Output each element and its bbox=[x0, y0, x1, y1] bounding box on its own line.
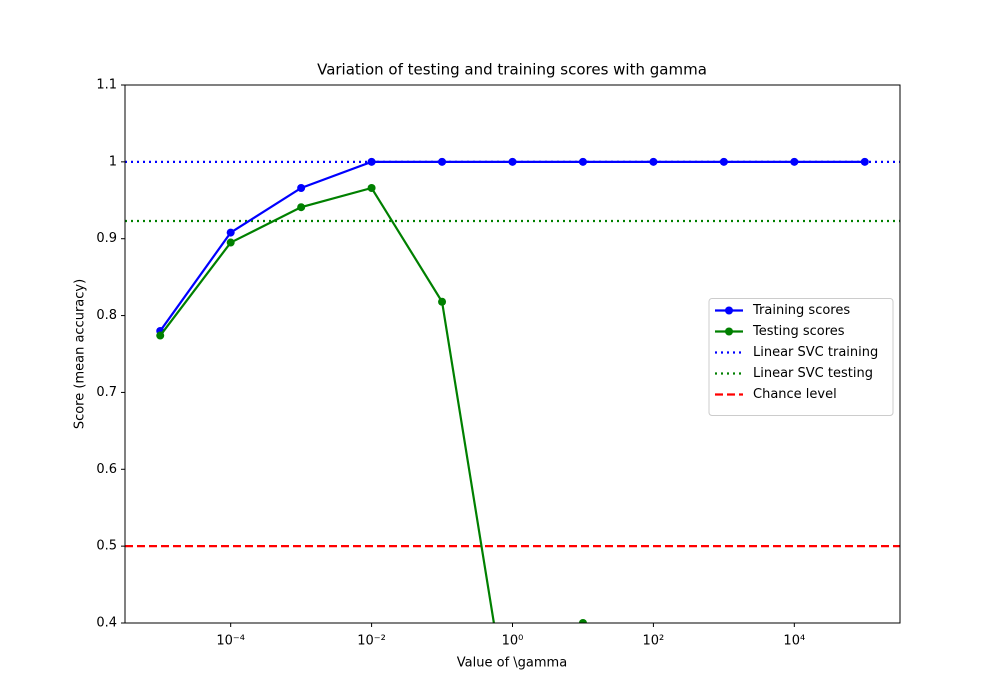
x-tick-label: 10⁻⁴ bbox=[216, 634, 245, 649]
x-tick-label: 10⁰ bbox=[502, 634, 524, 649]
point-marker bbox=[367, 157, 376, 166]
point-marker bbox=[297, 183, 306, 192]
series-line bbox=[159, 186, 585, 623]
x-tick-label: 10⁻² bbox=[357, 634, 386, 649]
y-tick-label: 1.1 bbox=[96, 78, 117, 93]
point-marker bbox=[860, 157, 869, 166]
x-tick-label: 10² bbox=[643, 634, 665, 649]
y-axis-label: Score (mean accuracy) bbox=[73, 279, 88, 429]
legend-marker bbox=[725, 327, 733, 336]
y-tick-label: 0.4 bbox=[96, 616, 117, 631]
point-marker bbox=[790, 157, 799, 166]
point-marker bbox=[720, 670, 728, 678]
point-marker bbox=[649, 670, 657, 678]
y-tick-label: 0.9 bbox=[96, 231, 117, 246]
point-marker bbox=[861, 670, 869, 678]
point-marker bbox=[297, 203, 306, 212]
point-marker bbox=[578, 619, 587, 623]
point-marker bbox=[438, 297, 447, 306]
y-tick-label: 0.5 bbox=[96, 539, 117, 554]
legend-label: Linear SVC training bbox=[753, 345, 878, 360]
point-marker bbox=[226, 228, 235, 237]
point-marker bbox=[578, 157, 587, 166]
legend-label: Linear SVC testing bbox=[753, 366, 873, 381]
x-tick-label: 10⁴ bbox=[783, 634, 805, 649]
y-tick-label: 0.7 bbox=[96, 385, 117, 400]
point-marker bbox=[226, 238, 235, 247]
legend-label: Testing scores bbox=[752, 324, 845, 339]
point-marker bbox=[156, 331, 165, 340]
legend-label: Training scores bbox=[752, 303, 850, 318]
y-tick-label: 1 bbox=[109, 154, 117, 169]
y-tick-label: 0.6 bbox=[96, 462, 117, 477]
x-axis-label: Value of \gamma bbox=[457, 656, 567, 671]
legend-marker bbox=[725, 306, 733, 315]
point-marker bbox=[790, 670, 798, 678]
point-marker bbox=[508, 157, 517, 166]
point-marker bbox=[719, 157, 728, 166]
legend-box bbox=[708, 298, 894, 416]
y-tick-label: 0.8 bbox=[96, 308, 117, 323]
point-marker bbox=[649, 157, 658, 166]
point-marker bbox=[438, 157, 447, 166]
point-marker bbox=[367, 183, 376, 192]
legend-label: Chance level bbox=[753, 387, 837, 402]
chart-title: Variation of testing and training scores… bbox=[317, 61, 707, 79]
plot-area bbox=[125, 157, 900, 678]
